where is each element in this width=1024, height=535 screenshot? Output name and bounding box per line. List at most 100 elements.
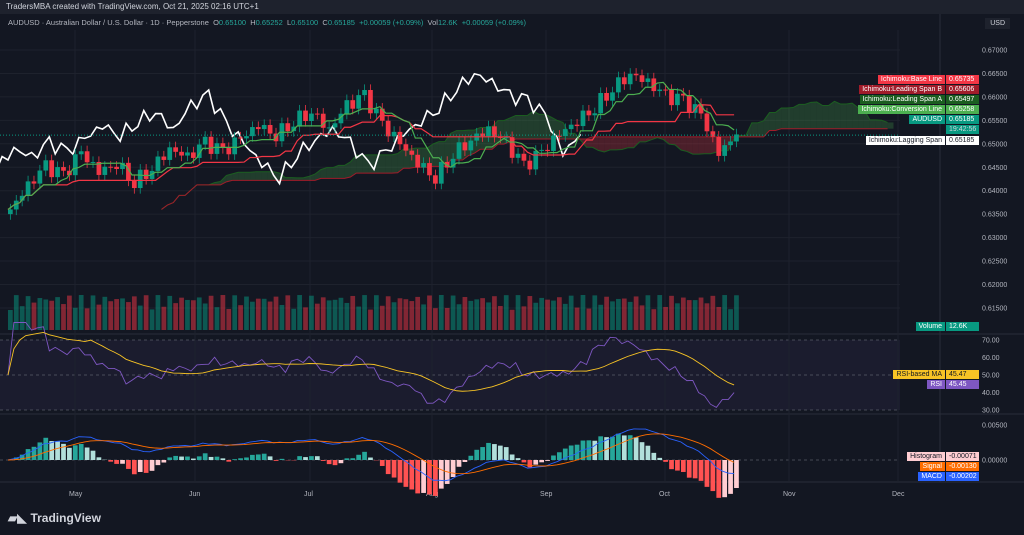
volume-bar bbox=[421, 304, 426, 330]
volume-bar bbox=[462, 297, 468, 330]
volume-bar bbox=[19, 306, 25, 330]
histogram-bar bbox=[438, 460, 444, 489]
rsi-tick-label: 40.00 bbox=[982, 390, 1000, 397]
ichimoku-cloud bbox=[828, 101, 835, 129]
candle bbox=[385, 120, 391, 137]
volume-bar bbox=[598, 304, 604, 330]
histogram-bar bbox=[592, 440, 598, 460]
candle bbox=[55, 167, 60, 178]
volume-bar bbox=[291, 308, 297, 330]
histogram-bar bbox=[108, 460, 114, 462]
rsi-tick-label: 70.00 bbox=[982, 338, 1000, 345]
candle bbox=[551, 135, 556, 152]
base-line bbox=[7, 104, 735, 210]
volume-bar bbox=[131, 296, 137, 330]
candle bbox=[314, 113, 320, 115]
macd-value: -0.00202 bbox=[946, 472, 979, 481]
histogram-bar bbox=[326, 460, 332, 465]
volume-bar bbox=[279, 305, 285, 330]
volume-bar bbox=[374, 295, 379, 330]
histogram-bar bbox=[680, 460, 686, 472]
candle bbox=[409, 150, 415, 155]
candle bbox=[220, 143, 226, 149]
ichimoku-cloud bbox=[444, 133, 451, 167]
candle bbox=[37, 170, 43, 184]
volume-bar bbox=[261, 298, 267, 330]
candle bbox=[427, 163, 432, 176]
ichimoku-cloud bbox=[751, 122, 758, 137]
ichimoku-cloud bbox=[557, 120, 563, 140]
caption-bar: TradersMBA created with TradingView.com,… bbox=[0, 0, 1024, 14]
candle bbox=[456, 142, 462, 159]
candle bbox=[669, 89, 674, 106]
histogram-bar bbox=[61, 443, 66, 460]
histogram-bar bbox=[19, 454, 25, 460]
histogram-bar bbox=[468, 455, 474, 460]
candle bbox=[338, 113, 344, 124]
candle bbox=[592, 113, 598, 116]
ichimoku-cloud bbox=[568, 133, 575, 140]
volume-bar bbox=[557, 297, 562, 330]
volume-bar bbox=[143, 295, 149, 330]
histogram-bar bbox=[480, 447, 485, 460]
volume-bar bbox=[515, 295, 521, 330]
candle bbox=[675, 93, 680, 106]
histogram-bar bbox=[344, 458, 350, 460]
histogram-bar bbox=[657, 457, 663, 460]
candle bbox=[332, 123, 338, 128]
candle bbox=[651, 78, 657, 92]
candle bbox=[486, 126, 491, 137]
candle bbox=[734, 134, 739, 142]
candle bbox=[61, 167, 66, 171]
volume-bar bbox=[255, 298, 261, 330]
volume-bar bbox=[645, 295, 651, 330]
price-value: 0.65185 bbox=[946, 115, 979, 124]
candle bbox=[202, 136, 208, 145]
price-tick-label: 0.67000 bbox=[982, 48, 1007, 55]
candle bbox=[391, 131, 397, 137]
volume-bar bbox=[232, 295, 238, 330]
histogram-bar bbox=[450, 460, 456, 478]
ichimoku-cloud bbox=[226, 173, 233, 182]
histogram-bar bbox=[385, 460, 391, 475]
candle bbox=[8, 209, 13, 215]
symbol-title[interactable]: AUDUSD · Australian Dollar / U.S. Dollar… bbox=[8, 18, 209, 27]
open-value: 0.65100 bbox=[218, 18, 247, 27]
candle bbox=[562, 129, 568, 137]
ichimoku-cloud bbox=[627, 136, 634, 148]
histogram-bar bbox=[474, 449, 480, 460]
ichimoku-cloud bbox=[314, 169, 321, 181]
ichimoku-cloud bbox=[769, 112, 776, 131]
candle bbox=[320, 113, 326, 128]
candle bbox=[179, 151, 184, 156]
ichimoku-cloud bbox=[344, 161, 351, 179]
volume-change: +0.00059 (+0.09%) bbox=[461, 18, 526, 27]
volume-bar bbox=[433, 308, 438, 330]
candle bbox=[137, 169, 143, 189]
candle bbox=[285, 123, 291, 132]
price-tick-label: 0.65500 bbox=[982, 118, 1007, 125]
volume-bar bbox=[196, 297, 202, 330]
ichimoku-cloud bbox=[250, 171, 256, 181]
currency-button[interactable]: USD bbox=[985, 18, 1010, 29]
candle bbox=[492, 126, 497, 137]
candle bbox=[13, 200, 19, 210]
price-value: 0.65258 bbox=[946, 105, 979, 114]
volume-bar bbox=[639, 305, 645, 330]
candle bbox=[728, 141, 733, 146]
candle bbox=[645, 78, 651, 82]
candle bbox=[663, 89, 668, 91]
price-tick-label: 0.63500 bbox=[982, 212, 1007, 219]
volume-bar bbox=[545, 299, 550, 330]
time-tick-label: Nov bbox=[783, 491, 796, 498]
volume-bar bbox=[67, 295, 72, 330]
ichimoku-cloud bbox=[757, 120, 764, 137]
volume-bar bbox=[657, 295, 663, 330]
histogram-bar bbox=[521, 460, 527, 463]
rsi-line bbox=[7, 322, 735, 408]
candle bbox=[379, 108, 385, 121]
histogram-bar bbox=[621, 435, 627, 460]
volume-bar bbox=[37, 298, 43, 330]
volume-bar bbox=[604, 296, 609, 330]
